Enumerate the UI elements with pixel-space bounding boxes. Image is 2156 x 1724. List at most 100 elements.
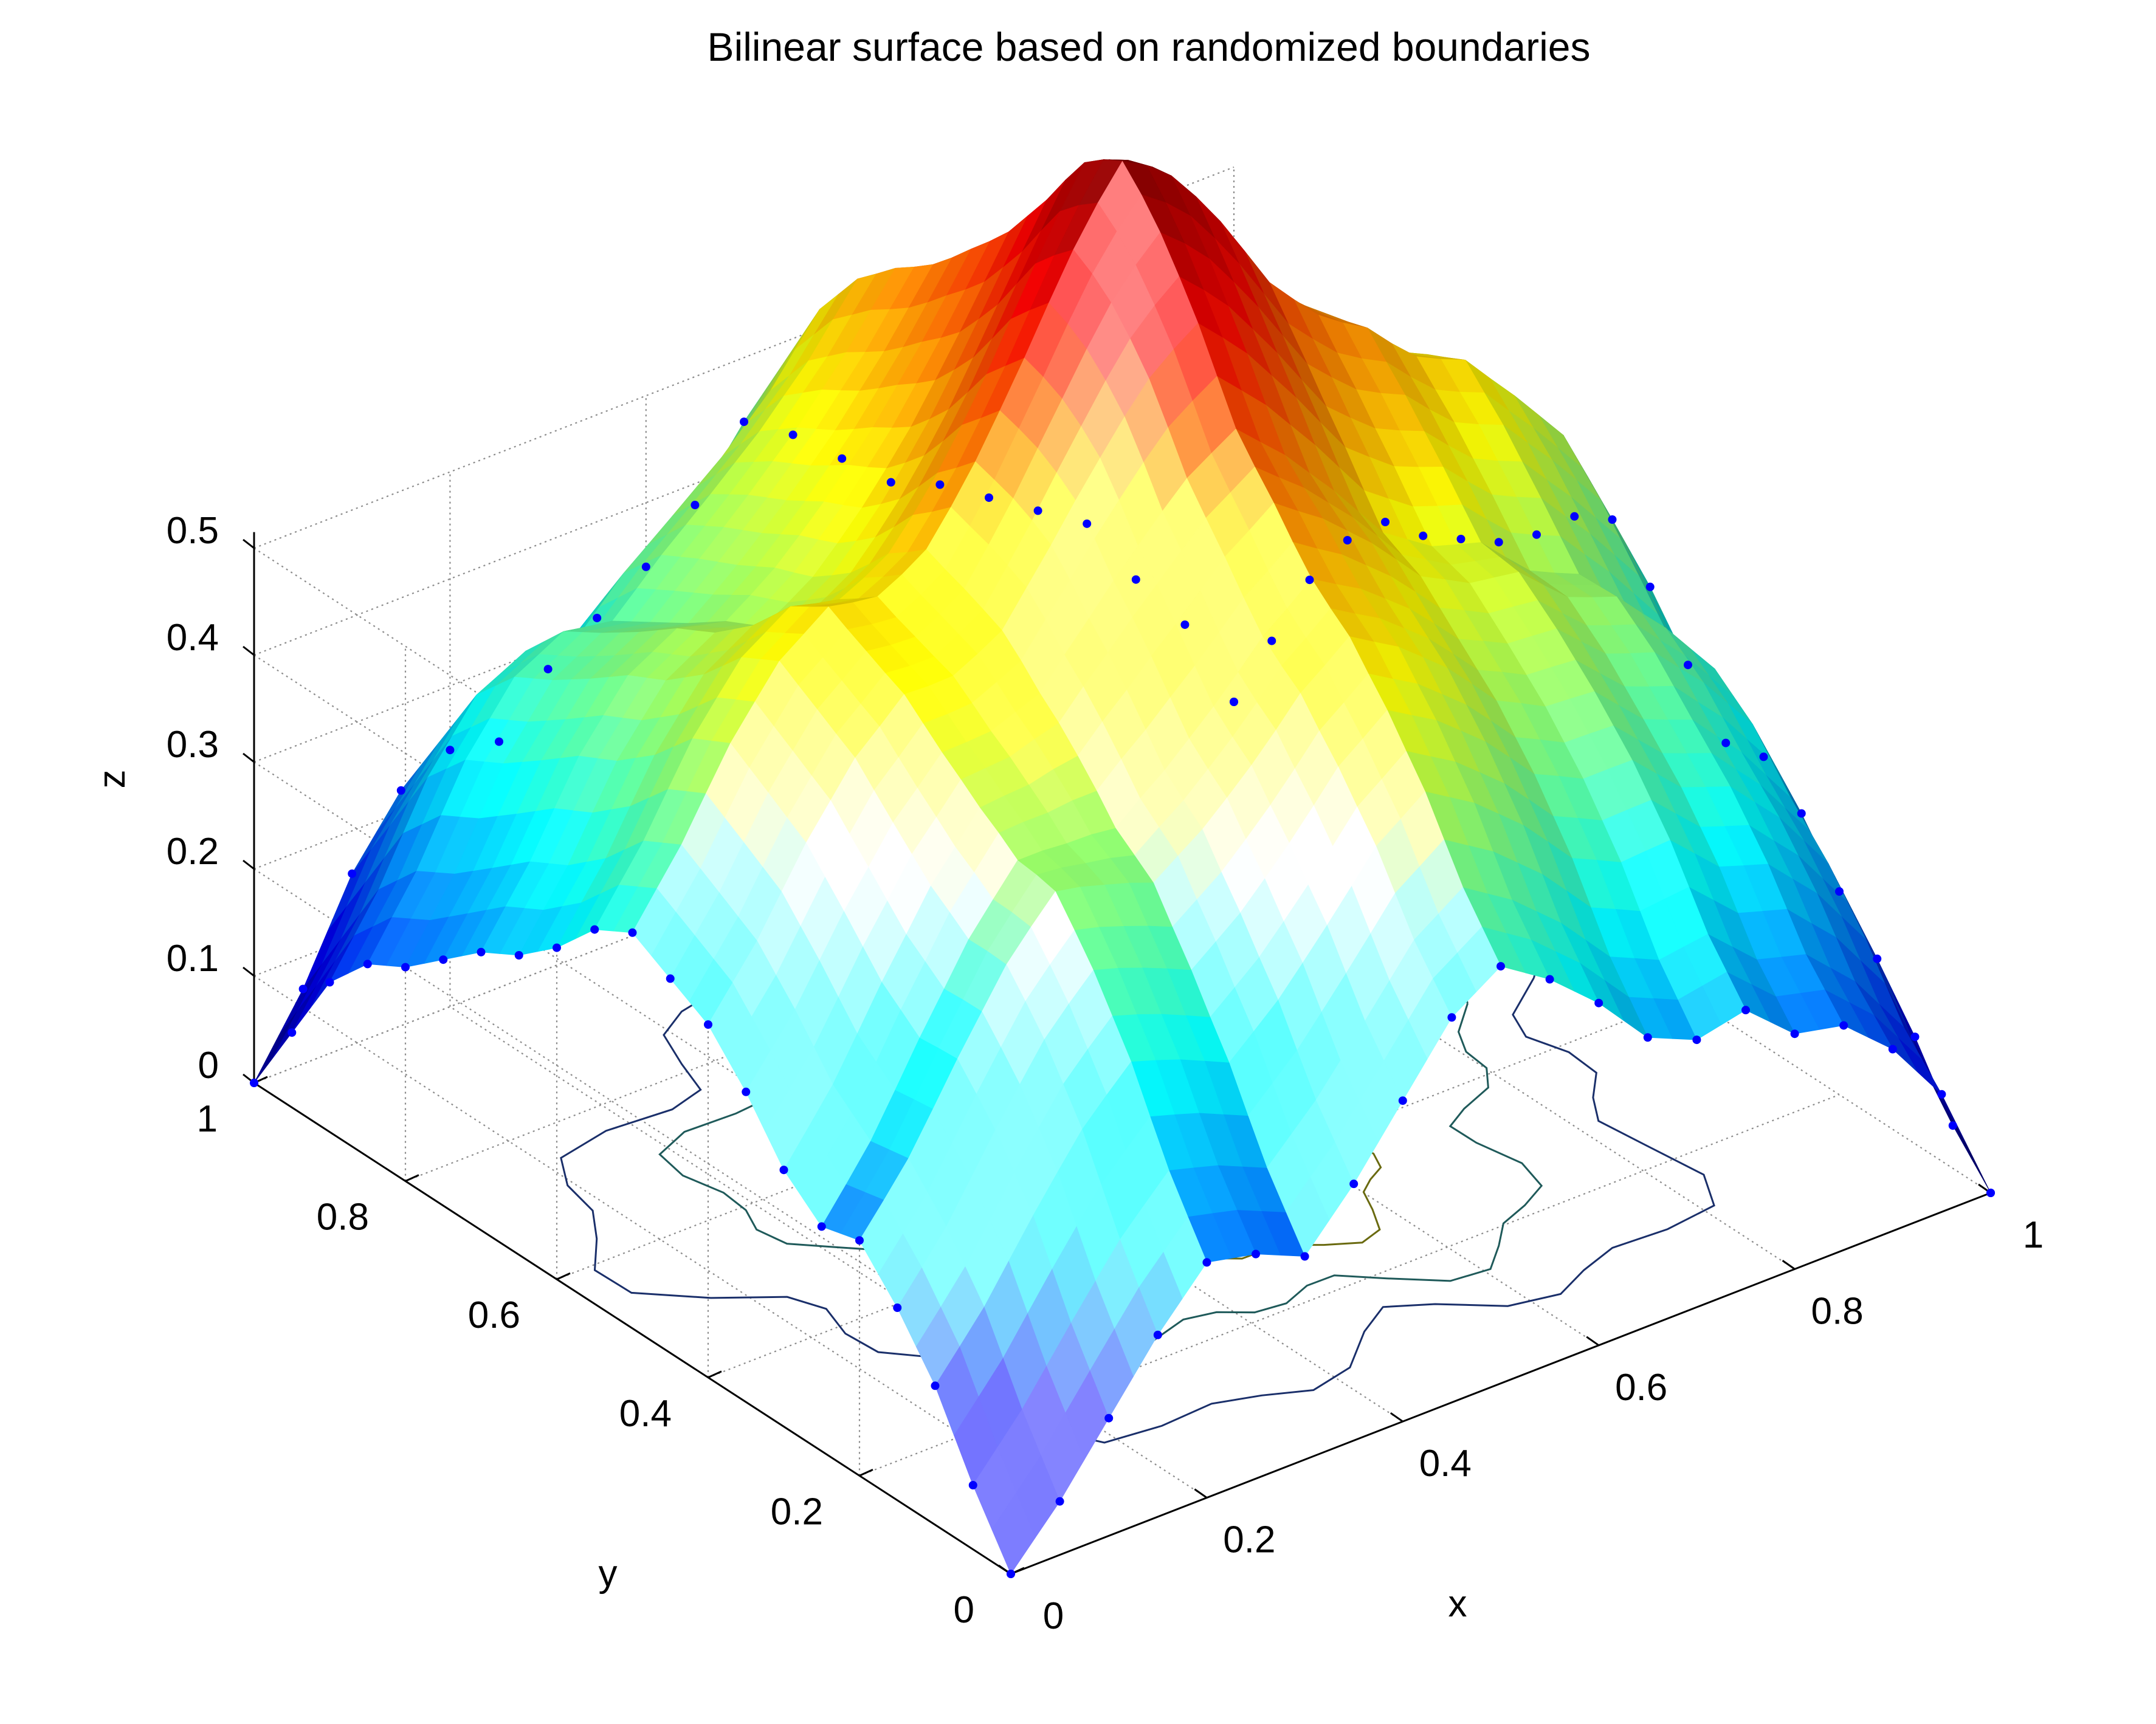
- z-tick-label: 0.1: [167, 938, 219, 980]
- boundary-marker: [439, 955, 448, 964]
- boundary-marker: [666, 974, 675, 983]
- x-tick-label: 0.2: [1223, 1519, 1275, 1561]
- z-axis-label: z: [91, 770, 133, 789]
- x-tick-label: 1: [2023, 1214, 2044, 1256]
- z-tick-label: 0.5: [167, 510, 219, 552]
- boundary-marker: [740, 417, 748, 427]
- boundary-marker: [593, 613, 602, 622]
- boundary-marker: [1230, 698, 1238, 706]
- boundary-marker: [691, 501, 700, 510]
- boundary-marker: [401, 963, 410, 972]
- boundary-marker: [446, 746, 455, 755]
- boundary-marker: [1986, 1189, 1995, 1197]
- boundary-marker: [1180, 620, 1190, 629]
- boundary-marker: [704, 1020, 712, 1029]
- boundary-marker: [931, 1381, 940, 1390]
- boundary-marker: [514, 951, 523, 960]
- x-axis-label: x: [1448, 1583, 1467, 1625]
- boundary-marker: [1398, 1096, 1407, 1105]
- x-tick: [1782, 1260, 1796, 1270]
- y-tick: [708, 1370, 722, 1379]
- boundary-marker: [628, 928, 637, 937]
- boundary-marker: [788, 430, 797, 439]
- boundary-marker: [1083, 519, 1092, 528]
- boundary-marker: [1873, 954, 1882, 963]
- x-axis-line: [1010, 1192, 1991, 1575]
- x-tick-label: 0.8: [1811, 1290, 1863, 1332]
- boundary-marker: [1131, 575, 1140, 584]
- boundary-marker: [325, 978, 334, 987]
- boundary-marker: [288, 1028, 297, 1037]
- boundary-marker: [543, 665, 553, 674]
- boundary-marker: [396, 786, 405, 795]
- z-tick: [243, 966, 255, 977]
- boundary-marker: [1456, 535, 1465, 543]
- boundary-marker: [1797, 809, 1806, 818]
- y-axis-line: [253, 1082, 1011, 1575]
- boundary-marker: [1692, 1035, 1701, 1045]
- z-tick: [243, 752, 255, 763]
- boundary-marker: [985, 493, 993, 502]
- surface-patch: [991, 1492, 1036, 1575]
- boundary-marker: [363, 960, 372, 969]
- boundary-marker: [1643, 1033, 1652, 1042]
- y-tick: [405, 1174, 419, 1182]
- boundary-marker: [1033, 506, 1042, 515]
- boundary-marker: [1839, 1021, 1848, 1030]
- boundary-marker: [1104, 1413, 1114, 1423]
- boundary-marker: [935, 480, 945, 489]
- y-tick-label: 0.2: [771, 1491, 823, 1533]
- y-tick-label: 0.6: [468, 1294, 520, 1336]
- boundary-marker: [1910, 1032, 1920, 1042]
- boundary-marker: [838, 454, 847, 463]
- z-tick: [243, 645, 255, 656]
- boundary-marker: [855, 1236, 864, 1245]
- z-tick-label: 0: [198, 1045, 219, 1087]
- boundary-marker: [641, 562, 650, 571]
- boundary-marker: [1494, 538, 1503, 547]
- boundary-marker: [1252, 1249, 1260, 1259]
- boundary-marker: [742, 1087, 751, 1096]
- x-tick-label: 0.4: [1419, 1443, 1472, 1485]
- axes: [243, 532, 1991, 1575]
- y-axis-label: y: [599, 1553, 618, 1595]
- y-tick: [859, 1469, 873, 1477]
- boundary-marker: [1888, 1045, 1897, 1054]
- x-tick: [1390, 1412, 1403, 1423]
- chart-title: Bilinear surface based on randomized bou…: [708, 24, 1591, 69]
- boundary-marker: [250, 1079, 258, 1087]
- y-tick-label: 0.4: [619, 1393, 672, 1435]
- boundary-marker: [968, 1481, 977, 1489]
- boundary-marker: [1948, 1121, 1957, 1130]
- boundary-marker: [1835, 887, 1844, 896]
- boundary-marker: [1343, 536, 1352, 544]
- boundary-marker: [348, 869, 357, 878]
- y-tick: [556, 1272, 571, 1280]
- z-tick-label: 0.3: [167, 724, 219, 766]
- boundary-markers: [250, 417, 1995, 1578]
- boundary-marker: [1570, 512, 1579, 521]
- boundary-marker: [893, 1303, 902, 1312]
- x-tick-label: 0: [1043, 1595, 1064, 1637]
- boundary-marker: [1721, 738, 1731, 747]
- boundary-marker: [1645, 582, 1655, 591]
- boundary-marker: [1790, 1029, 1799, 1039]
- boundary-marker: [477, 947, 486, 956]
- boundary-marker: [779, 1166, 788, 1175]
- boundary-marker: [298, 984, 308, 994]
- y-tick-label: 0.8: [317, 1197, 369, 1238]
- boundary-marker: [1532, 530, 1541, 539]
- boundary-marker: [1608, 515, 1617, 524]
- boundary-marker: [1937, 1090, 1946, 1099]
- z-tick-label: 0.2: [167, 831, 219, 873]
- y-tick-label: 0: [954, 1589, 974, 1631]
- boundary-marker: [1055, 1497, 1064, 1506]
- surface-plot: [253, 159, 1991, 1575]
- boundary-marker: [1684, 661, 1692, 670]
- z-tick: [243, 538, 255, 549]
- boundary-marker: [1496, 962, 1505, 971]
- boundary-marker: [1300, 1252, 1309, 1261]
- boundary-marker: [1741, 1006, 1750, 1015]
- boundary-marker: [553, 943, 561, 952]
